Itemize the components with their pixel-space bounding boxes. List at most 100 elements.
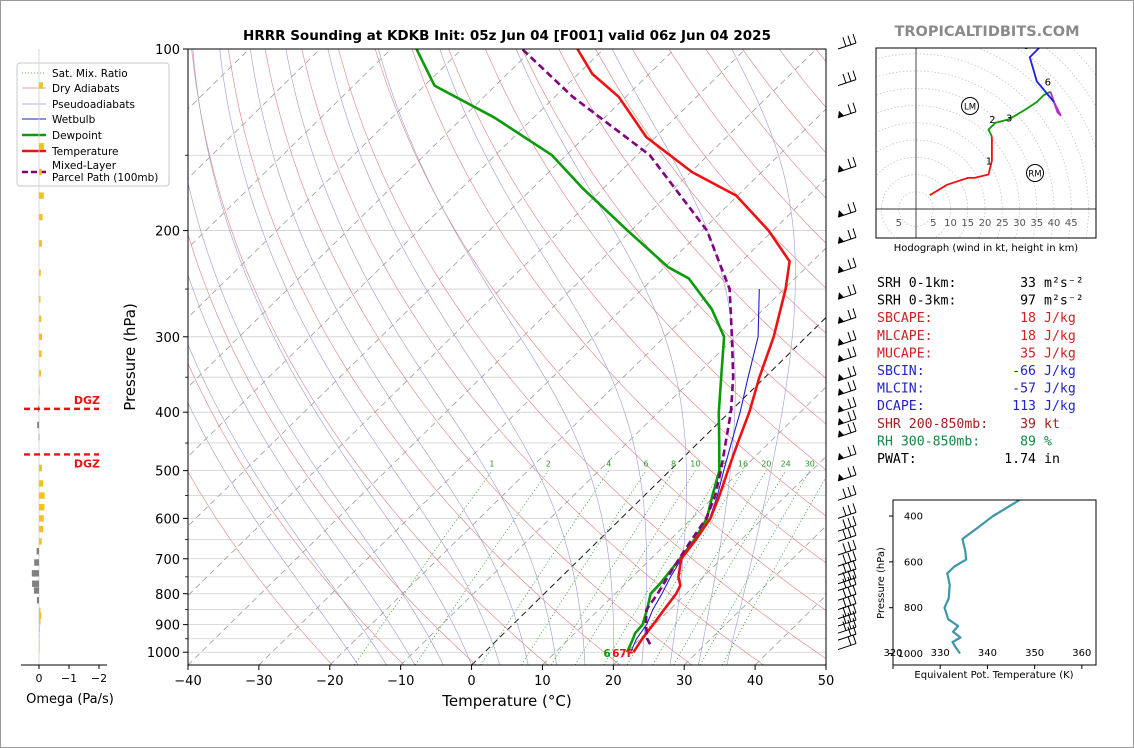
- hodograph-trace: [1028, 48, 1055, 103]
- barb-feather: [852, 516, 857, 526]
- barb-feather: [842, 571, 847, 582]
- x-tick-label: −10: [387, 674, 414, 689]
- y-tick-label: 100: [155, 43, 180, 58]
- barb-staff: [837, 534, 857, 542]
- index-label: RH 300-850mb:: [877, 434, 980, 449]
- barb-pennant: [838, 452, 844, 460]
- wind-barb: [837, 70, 857, 87]
- index-value: 18: [1020, 311, 1036, 326]
- barb-feather: [847, 596, 852, 606]
- barb-feather: [852, 201, 857, 212]
- hodograph-trace: [929, 136, 993, 196]
- barb-pennant: [838, 316, 844, 324]
- index-label: SBCIN:: [877, 364, 925, 379]
- barb-staff: [837, 643, 857, 651]
- hodograph-height-label: 6: [1045, 77, 1051, 88]
- hodograph-plot: 5 5 10 15 20 25 30 35 40 45 1 2 3 6 9 LM RM: [875, 47, 1097, 239]
- theta-e-y-tick-label: 1000: [898, 649, 923, 660]
- dry-adiabat-line: [815, 49, 826, 63]
- wind-barb: [837, 228, 857, 244]
- barb-feather: [847, 285, 852, 296]
- omega-bar: [39, 213, 43, 221]
- barb-feather: [852, 585, 857, 595]
- barb-staff: [837, 165, 857, 173]
- plot-frame: [187, 48, 827, 666]
- barb-feather: [852, 257, 857, 267]
- legend-label: Parcel Path (100mb): [52, 172, 158, 184]
- index-value: 33: [1020, 276, 1036, 291]
- legend-box: [16, 62, 170, 187]
- index-value: 89: [1020, 434, 1036, 449]
- barb-staff: [837, 292, 857, 300]
- hodograph-ring-label: 40: [1048, 218, 1061, 229]
- omega-bar: [39, 632, 40, 640]
- barb-feather: [842, 614, 847, 624]
- y-axis-label: Pressure (hPa): [121, 303, 139, 411]
- barb-feather: [847, 517, 852, 528]
- series-temperature: [576, 49, 791, 653]
- wind-barb: [837, 409, 857, 426]
- barb-feather: [852, 603, 857, 613]
- barb-feather: [847, 586, 852, 597]
- surface-dewpoint-label: 6: [603, 648, 610, 660]
- hodograph-trace: [987, 90, 1051, 137]
- index-unit: J/kg: [1044, 399, 1076, 414]
- mixing-ratio-label: 6: [644, 460, 649, 469]
- barb-feather: [847, 504, 852, 515]
- barb-feather: [847, 527, 852, 538]
- index-value: 113: [1012, 399, 1036, 414]
- mixing-ratio-line: [603, 470, 722, 665]
- omega-bar: [39, 192, 44, 199]
- barb-pennant: [838, 373, 844, 381]
- wind-barb: [837, 308, 857, 324]
- index-unit: m²s⁻²: [1044, 276, 1084, 291]
- barb-feather: [852, 330, 857, 340]
- barb-feather: [842, 554, 847, 564]
- mixing-ratio-line: [414, 470, 549, 665]
- barb-feather: [852, 284, 857, 294]
- barb-feather: [852, 228, 857, 238]
- barb-feather: [847, 467, 852, 477]
- barb-staff: [837, 42, 857, 50]
- barb-pennant: [838, 165, 844, 173]
- mixing-ratio-line: [480, 470, 609, 665]
- theta-e-x-tick-label: 330: [931, 648, 950, 659]
- barb-feather: [847, 309, 852, 320]
- wind-barb: [837, 102, 857, 119]
- y-tick-label: 800: [155, 588, 180, 603]
- hodograph-caption: Hodograph (wind in kt, height in km): [894, 243, 1079, 254]
- barb-staff: [837, 210, 857, 218]
- legend-label: Dry Adiabats: [52, 83, 120, 95]
- skewt-grid: 1 2 4 6 8 10 13 16 20 24 30 36: [188, 49, 826, 665]
- barb-staff: [837, 612, 857, 620]
- index-label: SHR 200-850mb:: [877, 417, 988, 432]
- barb-staff: [837, 79, 857, 87]
- x-tick-label: 40: [747, 674, 764, 689]
- barb-feather: [847, 72, 852, 82]
- mixing-ratio-label: 16: [738, 460, 748, 469]
- x-tick-label: 20: [605, 674, 622, 689]
- barb-pennant: [838, 388, 844, 396]
- barb-feather: [847, 203, 852, 213]
- dry-adiabat-line: [485, 49, 826, 471]
- omega-plot: DGZ DGZ 0 −1 −2: [21, 49, 107, 685]
- omega-bar: [39, 625, 40, 633]
- y-tick-label: 1000: [147, 646, 180, 661]
- wind-barb: [837, 610, 857, 627]
- omega-bar: [39, 492, 45, 499]
- barb-feather: [852, 610, 857, 621]
- barb-staff: [837, 626, 857, 634]
- barb-feather: [847, 331, 852, 342]
- legend: Sat. Mix. Ratio Dry Adiabats Pseudoadiabat…: [16, 62, 170, 187]
- barb-feather: [847, 446, 852, 456]
- barb-feather: [852, 102, 857, 112]
- wind-barb: [837, 156, 857, 173]
- omega-bar: [39, 370, 42, 377]
- wind-barb: [837, 559, 857, 576]
- legend-label: Wetbulb: [52, 114, 96, 126]
- barb-feather: [847, 381, 852, 392]
- isotherm-line: [825, 664, 826, 665]
- dry-adiabat-line: [188, 233, 477, 665]
- dry-adiabat-line: [264, 49, 692, 665]
